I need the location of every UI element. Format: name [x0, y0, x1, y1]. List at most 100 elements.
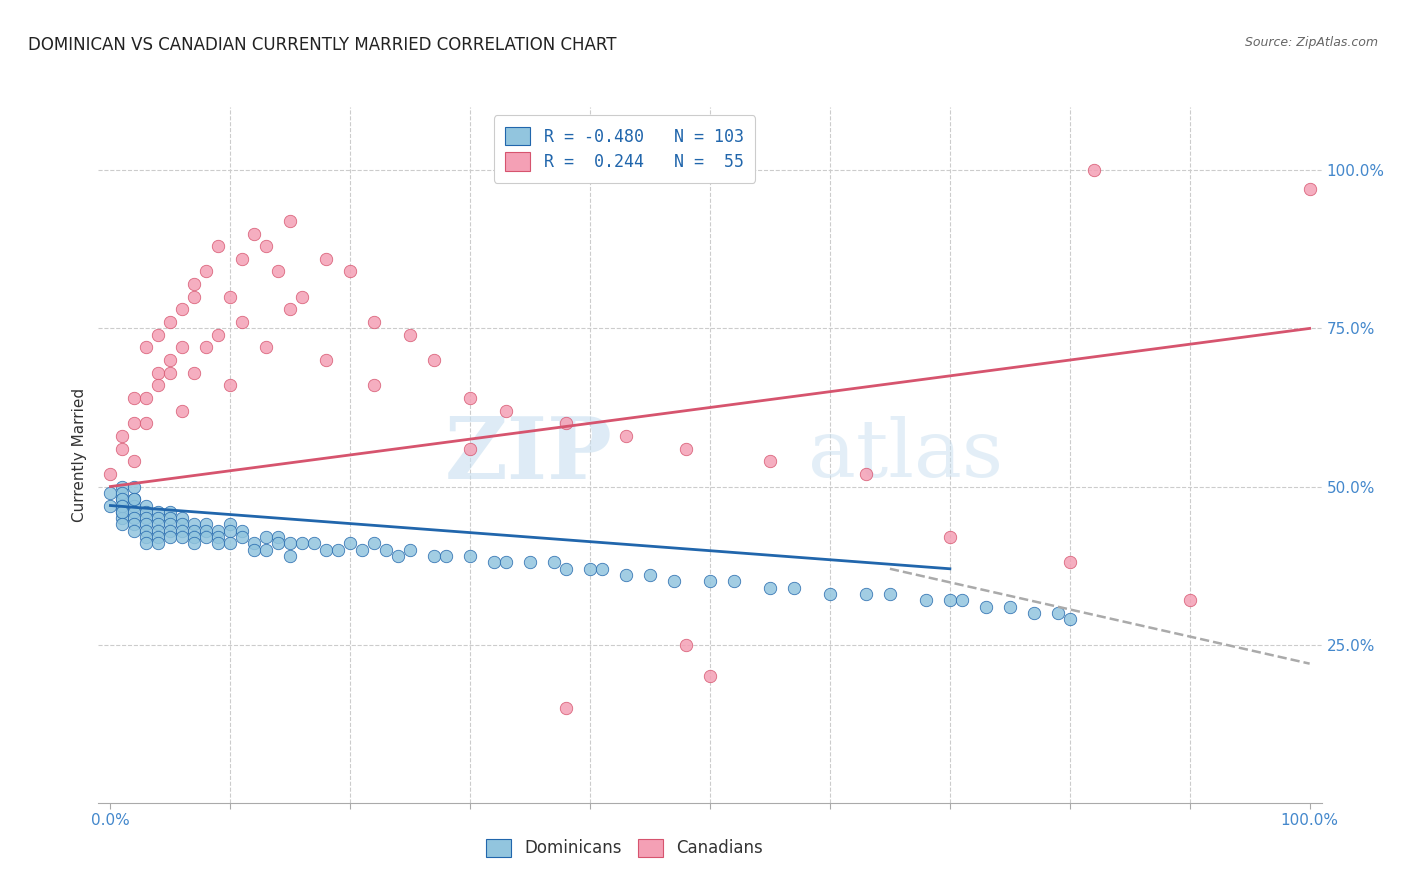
- Point: [124, 454, 146, 468]
- Point: [148, 524, 170, 538]
- Point: [278, 536, 301, 550]
- Point: [195, 530, 218, 544]
- Point: [135, 530, 157, 544]
- Point: [195, 524, 218, 538]
- Point: [363, 378, 385, 392]
- Point: [267, 264, 290, 278]
- Point: [111, 486, 134, 500]
- Point: [555, 562, 578, 576]
- Point: [759, 581, 782, 595]
- Point: [172, 302, 194, 317]
- Point: [1178, 593, 1201, 607]
- Point: [254, 239, 277, 253]
- Point: [243, 227, 266, 241]
- Point: [434, 549, 457, 563]
- Point: [219, 524, 242, 538]
- Point: [543, 556, 565, 570]
- Point: [219, 378, 242, 392]
- Legend: Dominicans, Canadians: Dominicans, Canadians: [479, 832, 770, 864]
- Point: [915, 593, 938, 607]
- Point: [267, 530, 290, 544]
- Point: [1059, 612, 1081, 626]
- Point: [339, 536, 361, 550]
- Point: [124, 492, 146, 507]
- Point: [1298, 182, 1320, 196]
- Point: [243, 542, 266, 557]
- Point: [100, 486, 122, 500]
- Point: [231, 315, 253, 329]
- Point: [183, 366, 205, 380]
- Point: [159, 511, 181, 525]
- Point: [135, 340, 157, 354]
- Point: [135, 511, 157, 525]
- Point: [267, 536, 290, 550]
- Point: [159, 315, 181, 329]
- Point: [159, 530, 181, 544]
- Text: Source: ZipAtlas.com: Source: ZipAtlas.com: [1244, 36, 1378, 49]
- Point: [363, 315, 385, 329]
- Point: [148, 530, 170, 544]
- Point: [1022, 606, 1045, 620]
- Point: [159, 517, 181, 532]
- Point: [159, 524, 181, 538]
- Point: [148, 505, 170, 519]
- Point: [172, 403, 194, 417]
- Point: [111, 492, 134, 507]
- Text: ZIP: ZIP: [444, 413, 612, 497]
- Point: [278, 214, 301, 228]
- Point: [111, 492, 134, 507]
- Point: [172, 524, 194, 538]
- Point: [148, 536, 170, 550]
- Point: [124, 499, 146, 513]
- Point: [254, 542, 277, 557]
- Point: [207, 524, 229, 538]
- Point: [352, 542, 374, 557]
- Point: [662, 574, 685, 589]
- Point: [243, 536, 266, 550]
- Point: [231, 524, 253, 538]
- Point: [495, 403, 517, 417]
- Point: [135, 499, 157, 513]
- Text: DOMINICAN VS CANADIAN CURRENTLY MARRIED CORRELATION CHART: DOMINICAN VS CANADIAN CURRENTLY MARRIED …: [28, 36, 617, 54]
- Point: [998, 599, 1021, 614]
- Point: [818, 587, 841, 601]
- Point: [423, 353, 446, 368]
- Point: [195, 264, 218, 278]
- Point: [458, 391, 481, 405]
- Point: [1059, 556, 1081, 570]
- Point: [172, 530, 194, 544]
- Point: [124, 417, 146, 431]
- Point: [111, 499, 134, 513]
- Point: [183, 517, 205, 532]
- Point: [148, 378, 170, 392]
- Point: [124, 391, 146, 405]
- Point: [363, 536, 385, 550]
- Point: [304, 536, 326, 550]
- Point: [207, 239, 229, 253]
- Point: [231, 530, 253, 544]
- Point: [172, 517, 194, 532]
- Point: [328, 542, 350, 557]
- Point: [219, 290, 242, 304]
- Point: [387, 549, 409, 563]
- Point: [675, 638, 697, 652]
- Point: [195, 517, 218, 532]
- Point: [254, 530, 277, 544]
- Point: [855, 587, 877, 601]
- Point: [124, 511, 146, 525]
- Point: [315, 353, 337, 368]
- Point: [172, 340, 194, 354]
- Point: [939, 530, 962, 544]
- Point: [124, 492, 146, 507]
- Point: [207, 530, 229, 544]
- Point: [135, 536, 157, 550]
- Point: [254, 340, 277, 354]
- Point: [219, 536, 242, 550]
- Point: [207, 327, 229, 342]
- Point: [614, 429, 637, 443]
- Point: [638, 568, 661, 582]
- Point: [783, 581, 806, 595]
- Point: [159, 366, 181, 380]
- Point: [555, 701, 578, 715]
- Point: [148, 511, 170, 525]
